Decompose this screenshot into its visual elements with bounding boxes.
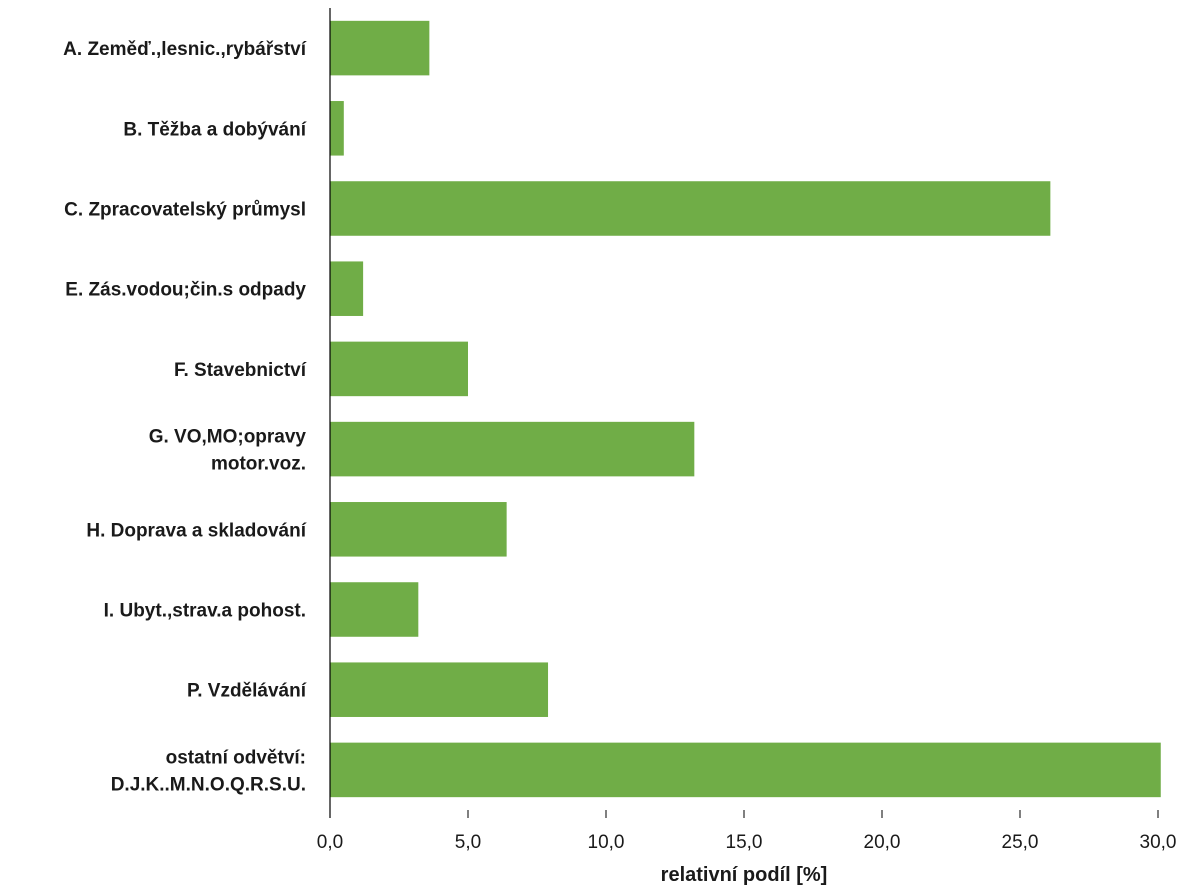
category-label: ostatní odvětví: D.J.K..M.N.O.Q.R.S.U. [111, 747, 306, 795]
category-labels: A. Zeměď.,lesnic.,rybářství B. Těžba a do… [63, 39, 307, 795]
category-label: B. Těžba a dobývání [123, 119, 306, 140]
bar [330, 582, 419, 637]
x-tick-label: 30,0 [1140, 832, 1177, 853]
x-tick-label: 10,0 [588, 832, 625, 853]
bar [330, 261, 364, 316]
x-tick-label: 20,0 [864, 832, 901, 853]
category-label: H. Doprava a skladování [86, 520, 306, 541]
bar [330, 181, 1051, 236]
category-label: C. Zpracovatelský průmysl [64, 200, 306, 221]
x-axis-ticks: 0,0 5,0 10,0 15,0 20,0 25,0 30,0 [317, 810, 1177, 853]
bar [330, 101, 344, 156]
bars-group [330, 20, 1161, 798]
bar [330, 421, 695, 477]
bar [330, 20, 430, 76]
category-label: E. Zás.vodou;čin.s odpady [65, 280, 306, 301]
x-axis-title: relativní podíl [%] [661, 864, 828, 886]
bar [330, 341, 468, 397]
bar [330, 662, 549, 717]
category-label: G. VO,MO;opravy motor.voz. [149, 427, 307, 475]
category-label: I. Ubyt.,strav.a pohost. [104, 601, 306, 622]
category-label: P. Vzdělávání [187, 681, 307, 702]
category-label: F. Stavebnictví [174, 360, 307, 381]
bar [330, 742, 1161, 798]
x-tick-label: 5,0 [455, 832, 481, 853]
bar [330, 502, 507, 557]
category-label: A. Zeměď.,lesnic.,rybářství [63, 39, 307, 60]
x-tick-label: 0,0 [317, 832, 343, 853]
x-tick-label: 25,0 [1002, 832, 1039, 853]
x-tick-label: 15,0 [726, 832, 763, 853]
